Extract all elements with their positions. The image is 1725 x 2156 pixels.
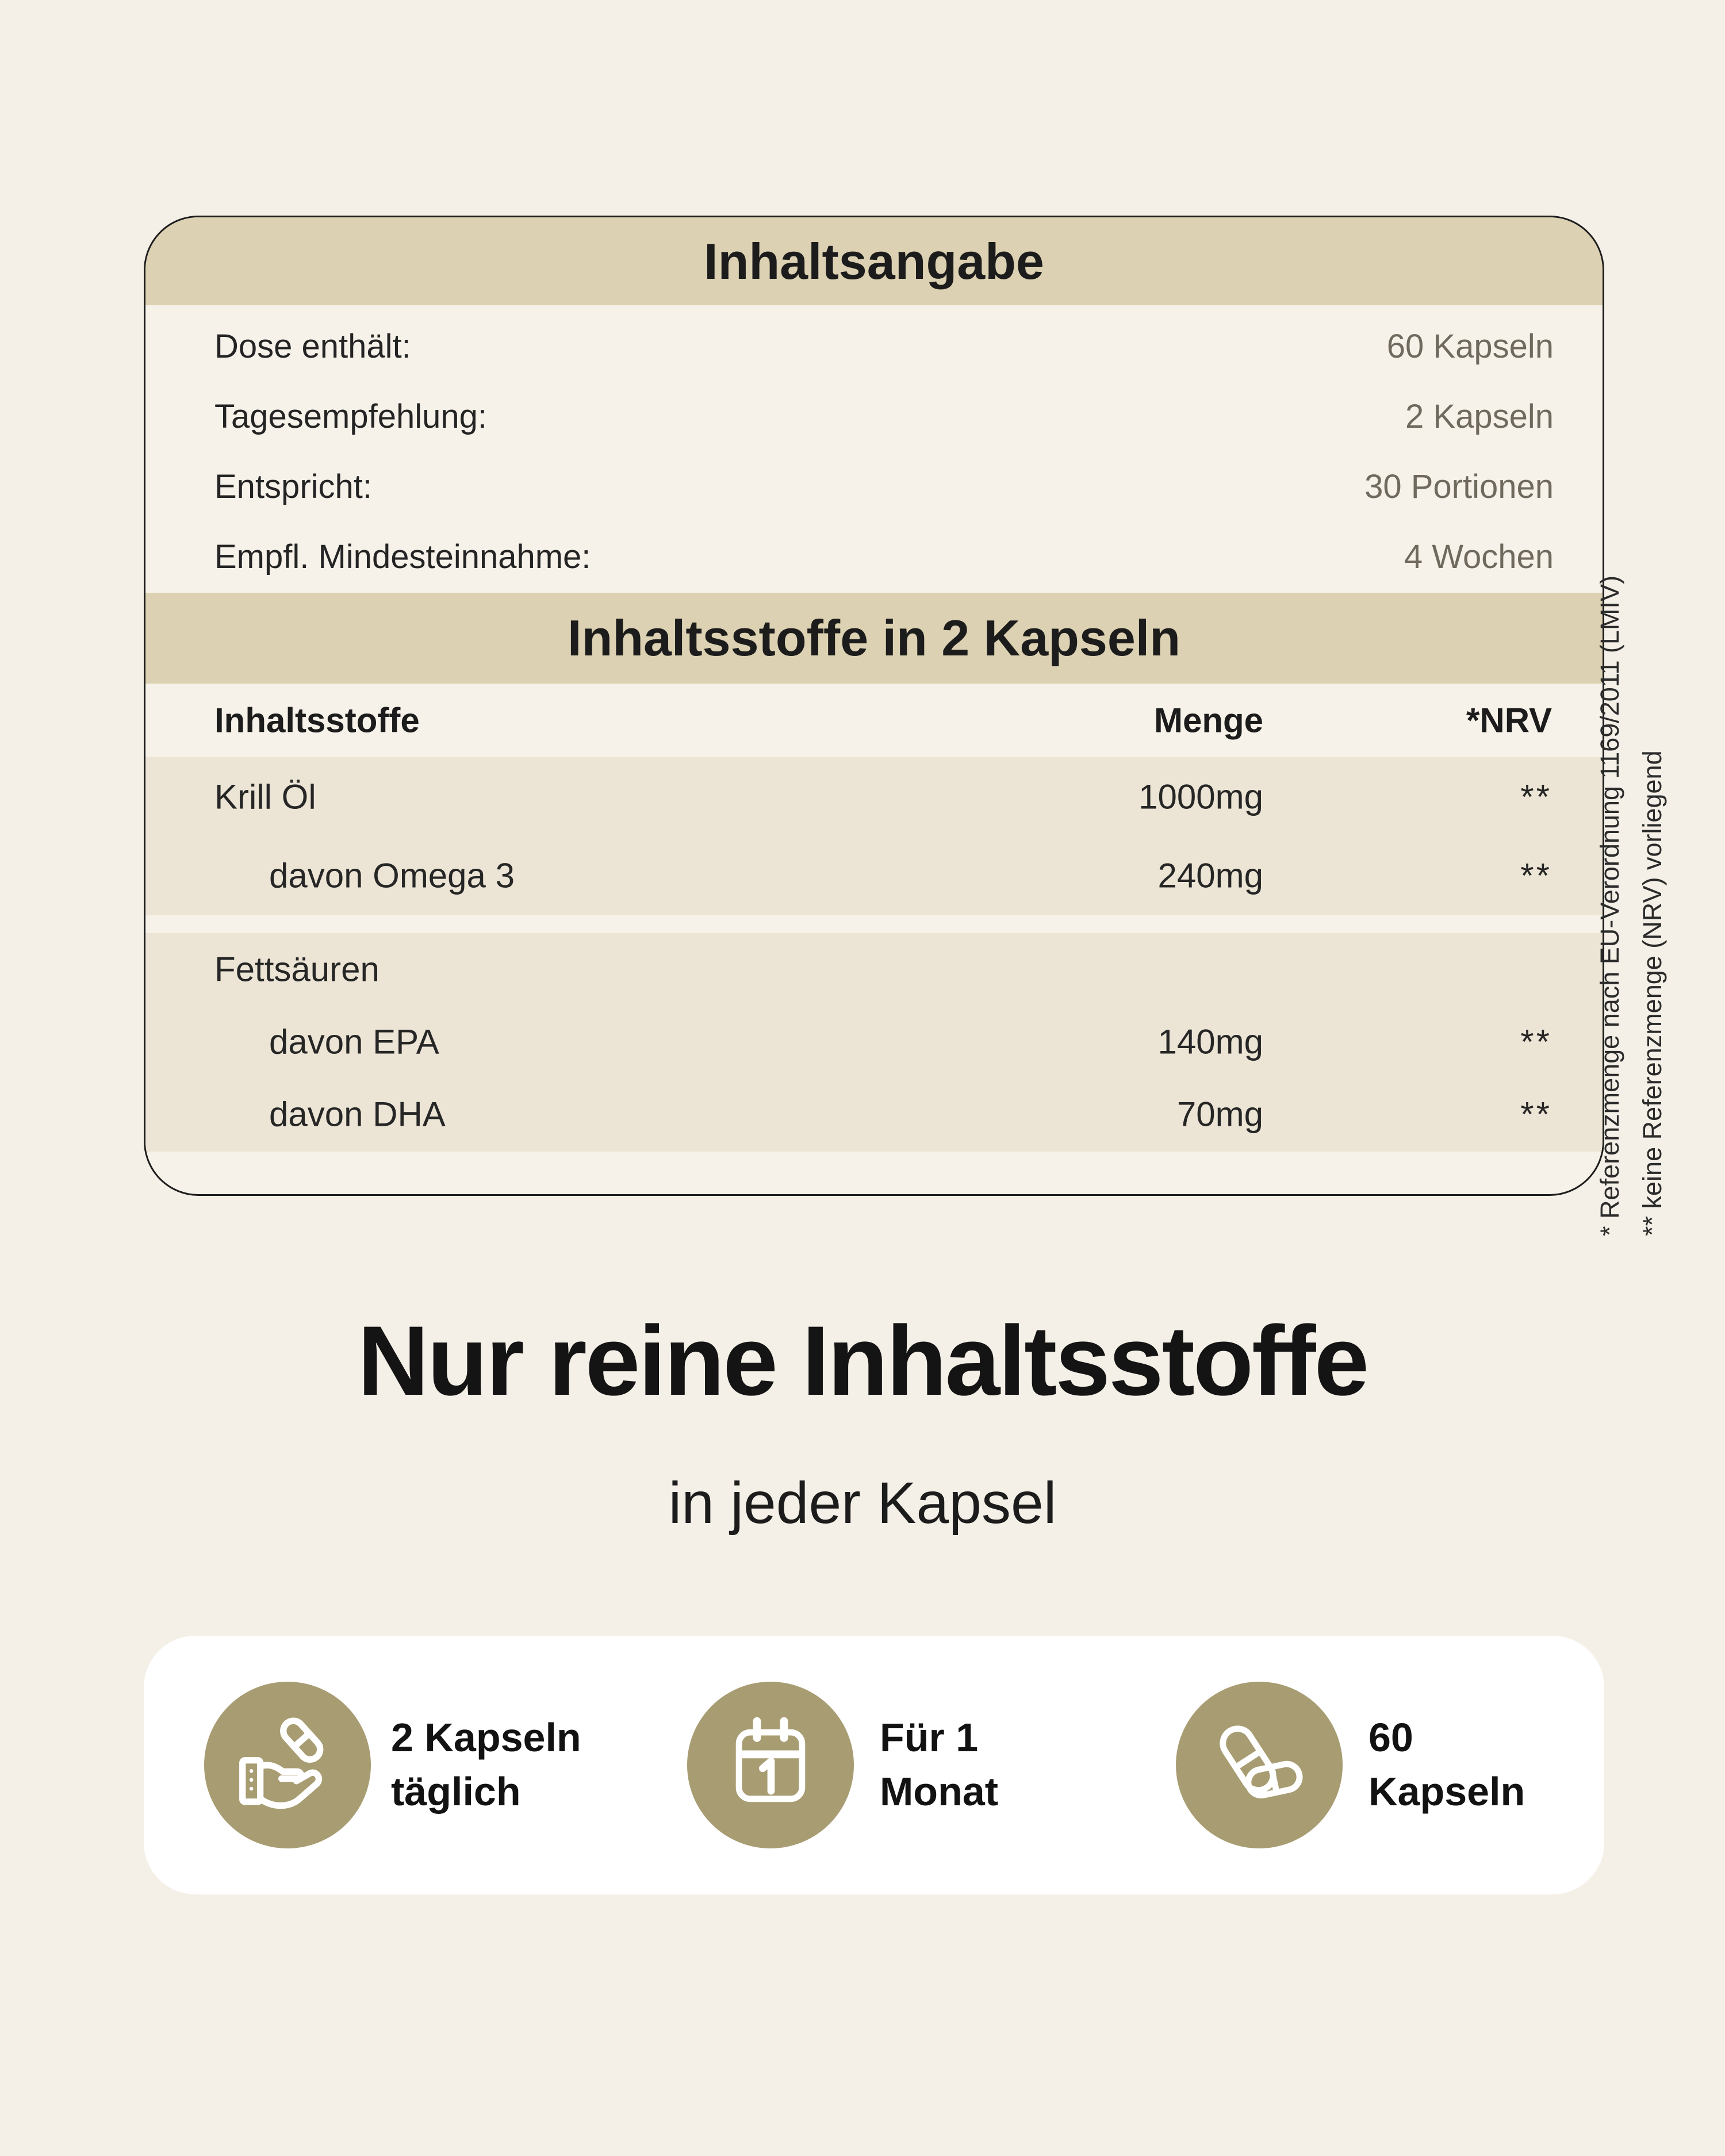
capsules-icon [1220,1725,1303,1799]
summary-value: 30 Portionen [1364,467,1554,505]
feature-label-line1: 60 [1368,1715,1413,1760]
ingredient-name: davon EPA [269,1022,439,1061]
feature-label-line2: täglich [391,1769,521,1814]
footnote-reference-lmiv: * Referenzmenge nach EU-Verordnung 1169/… [1595,575,1624,1236]
table-block-krill: Krill Öl 1000mg ** davon Omega 3 240mg *… [145,757,1603,915]
table-row: davon EPA 140mg ** [145,1006,1603,1078]
table-header-row: Inhaltsstoffe Menge *NRV [145,684,1603,757]
feature-circle-duration [687,1682,854,1848]
ingredient-name: davon Omega 3 [269,856,515,895]
ingredient-name: davon DHA [269,1095,446,1134]
table-block-divider [145,915,1603,933]
summary-label: Dose enthält: [214,327,411,365]
summary-value: 4 Wochen [1404,538,1554,576]
table-row: Fettsäuren [145,933,1603,1006]
ingredient-amount: 70mg [1176,1095,1263,1134]
feature-label-duration: Für 1 Monat [880,1710,998,1819]
feature-circle-count [1176,1682,1343,1848]
feature-label-dosage: 2 Kapseln täglich [391,1710,581,1819]
ingredient-nrv: ** [1520,777,1552,816]
ingredient-nrv: ** [1520,1022,1552,1061]
ingredient-amount: 1000mg [1138,777,1263,816]
feature-circle-dosage [204,1682,371,1848]
ingredient-amount: 240mg [1157,856,1263,895]
claim-heading: Nur reine Inhaltsstoffe [357,1306,1369,1416]
feature-label-line2: Kapseln [1368,1769,1525,1814]
summary-value: 60 Kapseln [1386,327,1554,365]
column-header-amount: Menge [1153,701,1263,740]
claim-subheading: in jeder Kapsel [668,1470,1057,1536]
column-header-name: Inhaltsstoffe [214,701,420,740]
ingredient-name: Krill Öl [214,777,316,816]
nutrition-info-card: Inhaltsangabe Dose enthält: 60 Kapseln T… [144,216,1604,1196]
feature-label-line1: 2 Kapseln [391,1715,581,1760]
feature-label-line1: Für 1 [880,1715,979,1760]
table-block-fatty-acids: Fettsäuren davon EPA 140mg ** davon DHA … [145,933,1603,1152]
feature-label-line2: Monat [880,1769,999,1814]
summary-row: Entspricht: 30 Portionen [214,451,1554,521]
summary-row: Dose enthält: 60 Kapseln [214,311,1554,381]
summary-row: Empfl. Mindesteinnahme: 4 Wochen [214,521,1554,592]
ingredient-amount: 140mg [1157,1022,1263,1061]
summary-label: Tagesempfehlung: [214,397,487,435]
ingredients-title: Inhaltsstoffe in 2 Kapseln [568,609,1180,666]
ingredient-nrv: ** [1520,1095,1552,1134]
hand-holding-capsule-icon [239,1717,324,1809]
ingredients-title-bar: Inhaltsstoffe in 2 Kapseln [145,593,1603,684]
feature-label-count: 60 Kapseln [1368,1710,1525,1819]
summary-label: Empfl. Mindesteinnahme: [214,538,591,576]
table-row: Krill Öl 1000mg ** [145,757,1603,836]
summary-value: 2 Kapseln [1405,397,1554,435]
ingredient-nrv: ** [1520,856,1552,895]
footnote-no-nrv: ** keine Referenzmenge (NRV) vorliegend [1638,750,1667,1236]
calendar-month-icon [735,1717,806,1802]
summary-row: Tagesempfehlung: 2 Kapseln [214,381,1554,451]
table-row: davon Omega 3 240mg ** [145,836,1603,915]
feature-card: 2 Kapseln täglich Für 1 Monat [144,1636,1604,1894]
info-card-title: Inhaltsangabe [704,232,1044,290]
summary-section: Dose enthält: 60 Kapseln Tagesempfehlung… [145,305,1603,593]
column-header-nrv: *NRV [1466,701,1552,740]
ingredient-name: Fettsäuren [214,950,379,989]
table-row: davon DHA 70mg ** [145,1078,1603,1150]
info-card-title-bar: Inhaltsangabe [145,217,1603,305]
summary-label: Entspricht: [214,467,372,505]
